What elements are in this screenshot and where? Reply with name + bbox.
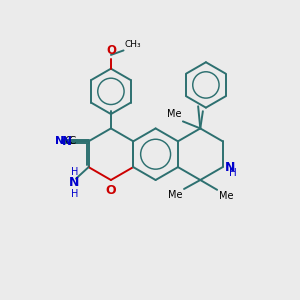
Text: O: O <box>106 184 116 197</box>
Text: H: H <box>230 168 237 178</box>
Text: C: C <box>64 136 72 146</box>
Text: H: H <box>71 167 78 177</box>
Text: Me: Me <box>168 190 183 200</box>
Text: Me: Me <box>218 191 233 201</box>
Text: N: N <box>225 160 235 174</box>
Text: Me: Me <box>167 109 182 119</box>
Text: C: C <box>69 136 76 146</box>
Text: N: N <box>55 136 64 146</box>
Text: N: N <box>69 176 80 188</box>
Text: O: O <box>106 44 116 57</box>
Text: N: N <box>62 134 72 148</box>
Text: CH₃: CH₃ <box>125 40 142 49</box>
Text: H: H <box>71 189 78 199</box>
